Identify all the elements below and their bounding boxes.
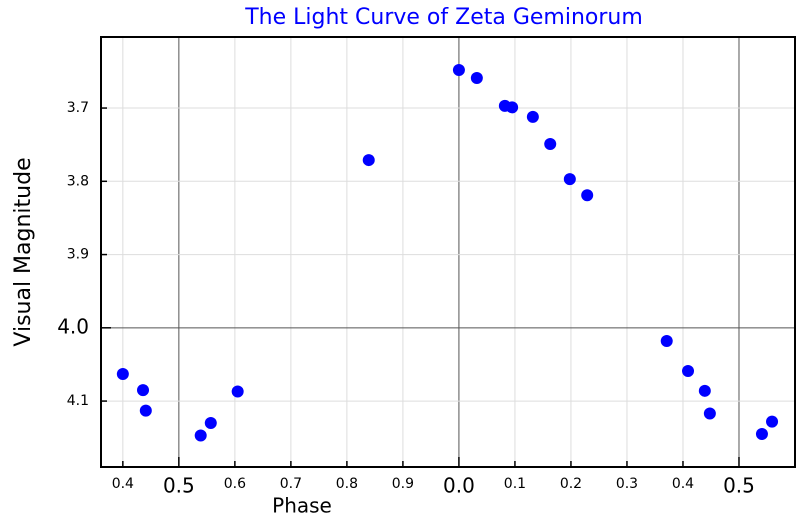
plot-frame (100, 36, 796, 468)
y-tick-label: 3.8 (67, 173, 89, 189)
y-axis-label: Visual Magnitude (11, 157, 36, 346)
x-tick-label: 0.4 (112, 476, 134, 492)
point (137, 384, 150, 397)
x-tick-label: 0.9 (392, 476, 414, 492)
point (703, 407, 716, 420)
point (660, 335, 673, 348)
point (766, 415, 779, 428)
y-tick-label: 3.9 (67, 247, 89, 263)
x-tick-label: 0.3 (616, 476, 638, 492)
x-tick-label: 0.4 (672, 476, 694, 492)
point (116, 367, 129, 380)
point (362, 154, 375, 167)
y-tick-label: 4.0 (57, 314, 89, 338)
x-tick-label: 0.7 (280, 476, 302, 492)
x-tick-label: 0.1 (504, 476, 526, 492)
point (231, 385, 244, 398)
point (682, 365, 695, 378)
x-tick-label: 0.5 (163, 474, 195, 498)
point (698, 384, 711, 397)
point (204, 417, 217, 430)
x-tick-label: 0.0 (443, 474, 475, 498)
point (506, 101, 519, 114)
x-tick-label: 0.5 (723, 474, 755, 498)
chart-title: The Light Curve of Zeta Geminorum (244, 5, 643, 30)
point (139, 404, 152, 417)
x-axis-label: Phase (272, 494, 332, 518)
y-tick-label: 3.7 (67, 100, 89, 116)
y-tick-label: 4.1 (67, 393, 89, 409)
point (194, 429, 207, 442)
point (452, 63, 465, 76)
x-tick-label: 0.6 (224, 476, 246, 492)
point (526, 110, 539, 123)
point (755, 428, 768, 441)
point (470, 72, 483, 85)
x-tick-label: 0.8 (336, 476, 358, 492)
x-tick-label: 0.2 (560, 476, 582, 492)
point (581, 189, 594, 202)
point (544, 137, 557, 150)
point (563, 173, 576, 186)
